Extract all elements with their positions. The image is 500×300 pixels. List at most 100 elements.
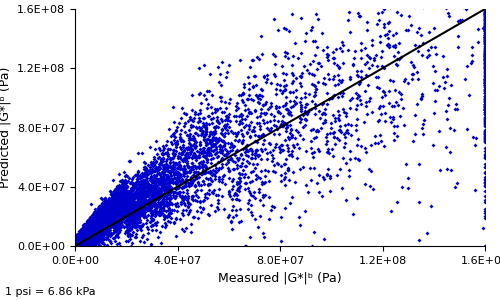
Point <box>88 221 96 226</box>
Point <box>252 173 260 178</box>
Point <box>158 159 166 164</box>
Point <box>374 75 382 80</box>
Point <box>88 225 96 230</box>
Point <box>94 223 102 227</box>
Point <box>126 212 134 217</box>
Point <box>98 227 106 232</box>
Point <box>144 231 152 236</box>
Point <box>74 241 82 245</box>
Point <box>86 235 94 239</box>
Point <box>220 110 228 114</box>
Point <box>91 237 99 242</box>
Point <box>72 242 80 247</box>
Point <box>72 241 80 245</box>
Point <box>142 194 150 199</box>
Point <box>76 241 84 246</box>
Point <box>288 195 296 200</box>
Point <box>263 151 271 156</box>
Point <box>96 220 104 224</box>
Point <box>77 235 85 240</box>
Point <box>301 209 309 214</box>
Point <box>198 150 206 154</box>
Point <box>74 244 82 248</box>
Point <box>165 163 173 168</box>
Point <box>76 241 84 245</box>
Point <box>110 210 118 215</box>
Point <box>82 230 90 235</box>
Point <box>74 236 82 241</box>
Point <box>96 220 104 225</box>
Point <box>188 174 196 179</box>
Point <box>100 212 108 217</box>
Point <box>104 219 112 224</box>
Point <box>76 238 84 243</box>
Point <box>188 118 196 122</box>
Point <box>84 222 92 227</box>
Point <box>72 244 80 248</box>
Point <box>72 243 80 248</box>
Point <box>196 149 203 154</box>
Point <box>76 241 84 246</box>
Point <box>180 184 188 189</box>
Point <box>82 230 90 235</box>
Point <box>148 193 156 197</box>
Point <box>150 188 158 193</box>
Point <box>82 244 90 248</box>
Point <box>78 236 86 241</box>
Point <box>278 143 285 148</box>
Point <box>161 176 169 181</box>
Point <box>468 52 476 57</box>
Point <box>316 116 324 121</box>
Point <box>96 239 104 244</box>
Point <box>72 244 80 248</box>
Point <box>74 241 82 246</box>
Point <box>218 128 226 132</box>
Point <box>96 224 104 228</box>
Point <box>72 244 80 248</box>
Point <box>204 176 212 181</box>
Point <box>82 238 90 242</box>
Point <box>481 56 489 60</box>
Point <box>224 192 232 197</box>
Point <box>129 217 137 222</box>
Point <box>122 207 130 212</box>
Point <box>193 164 201 169</box>
Point <box>481 28 489 33</box>
Point <box>234 181 242 186</box>
Point <box>76 241 84 246</box>
Point <box>279 124 287 129</box>
Point <box>80 234 88 239</box>
Point <box>79 235 87 240</box>
Point <box>90 219 98 224</box>
Point <box>98 210 106 215</box>
Point <box>95 229 103 234</box>
Point <box>148 218 156 222</box>
Point <box>74 244 82 248</box>
Point <box>88 226 96 230</box>
Point <box>114 202 122 206</box>
Point <box>481 49 489 54</box>
Point <box>481 184 489 189</box>
Point <box>481 49 489 54</box>
Point <box>72 239 80 244</box>
Point <box>256 127 264 132</box>
Point <box>377 54 385 59</box>
Point <box>481 1 489 6</box>
Point <box>107 216 115 220</box>
Point <box>72 243 80 248</box>
Point <box>75 242 83 247</box>
Point <box>481 177 489 182</box>
Point <box>481 122 489 126</box>
Point <box>221 182 229 186</box>
Point <box>82 230 90 235</box>
Point <box>107 212 115 217</box>
Point <box>76 236 84 241</box>
Point <box>134 151 142 156</box>
Point <box>95 220 103 225</box>
Point <box>86 226 94 230</box>
Point <box>82 240 90 244</box>
Point <box>72 244 80 248</box>
Point <box>73 243 81 248</box>
Point <box>413 30 421 35</box>
Point <box>481 115 489 120</box>
